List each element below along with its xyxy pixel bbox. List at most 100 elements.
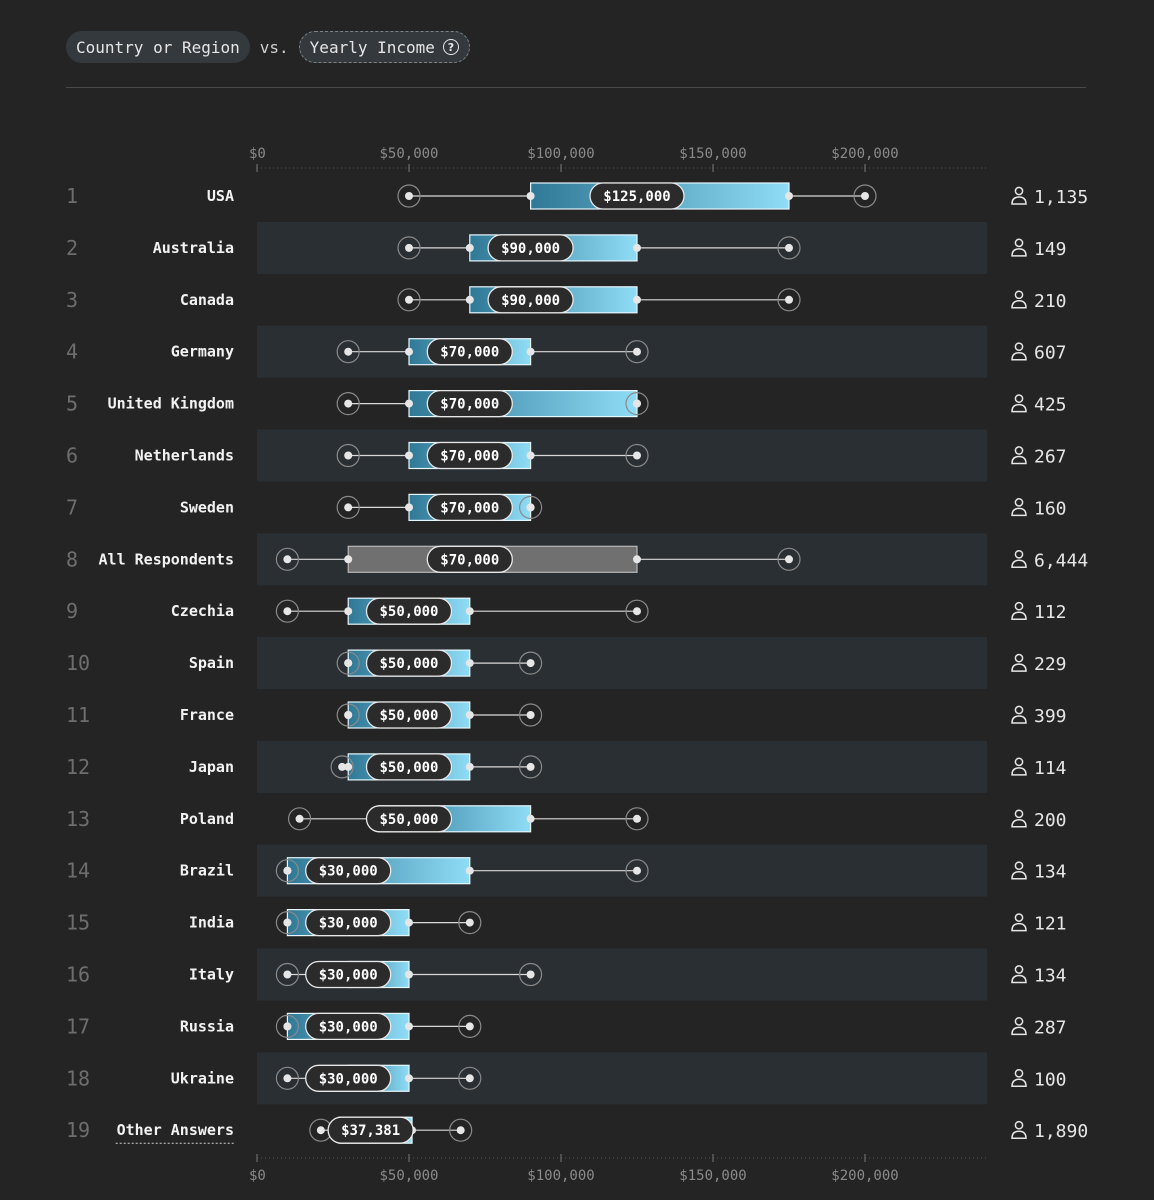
box-row: 5 United Kingdom $70,000 425 — [66, 389, 1067, 418]
max-marker — [633, 866, 641, 875]
median-label: $125,000 — [603, 189, 670, 205]
min-marker-ring — [275, 859, 299, 883]
max-marker — [526, 970, 535, 979]
row-name: Spain — [189, 654, 234, 672]
max-marker — [785, 555, 793, 564]
max-marker — [633, 814, 641, 823]
row-name: USA — [207, 187, 234, 205]
median-pill — [487, 234, 574, 262]
respondent-count: 134 — [1034, 966, 1067, 987]
metric-selector[interactable]: Yearly Income ? — [298, 31, 470, 63]
max-marker-ring — [777, 547, 801, 571]
max-marker — [465, 1074, 474, 1083]
max-marker-ring — [458, 1014, 482, 1039]
median-pill — [426, 441, 513, 470]
min-marker — [283, 970, 292, 979]
row-rank: 8 — [66, 547, 78, 571]
max-marker — [526, 659, 535, 668]
min-marker-ring — [397, 236, 421, 260]
row-name: Germany — [171, 343, 234, 361]
x-tick-label: $0 — [249, 1168, 266, 1184]
min-marker-ring — [275, 910, 299, 935]
respondent-count: 121 — [1034, 914, 1067, 935]
max-marker — [526, 503, 535, 512]
median-label: $70,000 — [440, 449, 499, 465]
person-icon — [1011, 1068, 1027, 1088]
q3-marker — [465, 866, 474, 875]
median-label: $50,000 — [379, 656, 438, 672]
box-row: 14 Brazil $30,000 134 — [66, 857, 1067, 885]
box-row: 4 Germany $70,000 607 — [66, 338, 1067, 366]
x-tick-label: $200,000 — [831, 146, 898, 162]
q1-marker — [405, 503, 413, 512]
min-marker — [283, 607, 292, 616]
q1-marker — [465, 295, 474, 304]
x-tick-label: $150,000 — [679, 146, 746, 162]
person-icon — [1011, 290, 1027, 309]
max-marker — [861, 192, 869, 200]
person-icon — [1011, 965, 1027, 984]
row-name: Poland — [180, 810, 234, 828]
median-pill — [426, 545, 513, 573]
min-marker-ring — [397, 184, 421, 208]
help-icon[interactable]: ? — [442, 39, 459, 55]
group-by-selector[interactable]: Country or Region — [66, 31, 250, 63]
box-row: 1 USA $125,000 1,135 — [66, 182, 1088, 210]
median-pill — [327, 1116, 414, 1144]
min-marker-ring — [275, 599, 299, 623]
person-icon — [1011, 186, 1027, 205]
x-tick-label: $150,000 — [679, 1168, 746, 1184]
min-marker — [344, 503, 353, 512]
row-rank: 17 — [66, 1014, 90, 1038]
median-pill — [589, 182, 685, 210]
respondent-count: 149 — [1034, 239, 1067, 260]
min-marker-ring — [287, 807, 312, 831]
min-marker — [338, 762, 347, 771]
median-pill — [365, 597, 453, 625]
min-marker — [283, 1074, 292, 1083]
person-icon — [1011, 913, 1027, 932]
box-row: 2 Australia $90,000 149 — [66, 234, 1067, 262]
max-marker-ring — [625, 340, 649, 364]
person-icon — [1011, 1120, 1027, 1139]
box-row: 3 Canada $90,000 210 — [66, 286, 1067, 314]
box-row: 10 Spain $50,000 229 — [66, 649, 1067, 677]
max-marker — [785, 243, 793, 252]
x-tick-label: $50,000 — [379, 1168, 438, 1184]
q3-marker — [405, 1022, 413, 1031]
max-marker-ring — [458, 1066, 482, 1090]
person-icon — [1011, 861, 1027, 880]
row-name: Ukraine — [171, 1069, 234, 1087]
row-rank: 2 — [66, 236, 78, 260]
row-name[interactable]: Other Answers — [117, 1121, 234, 1139]
max-marker — [526, 711, 535, 719]
q1-marker — [465, 243, 474, 252]
median-label: $30,000 — [319, 916, 378, 932]
respondent-count: 425 — [1034, 395, 1067, 416]
person-icon — [1011, 809, 1027, 828]
q3-marker — [526, 451, 535, 460]
min-marker-ring — [275, 1014, 299, 1039]
row-rank: 10 — [66, 651, 90, 675]
max-marker-ring — [449, 1118, 473, 1142]
median-pill — [365, 649, 453, 677]
person-icon — [1011, 601, 1027, 620]
respondent-count: 267 — [1034, 447, 1067, 468]
q3-marker — [465, 607, 474, 616]
min-marker — [405, 295, 413, 304]
median-label: $70,000 — [440, 500, 499, 516]
row-name: United Kingdom — [108, 395, 234, 413]
max-marker-ring — [777, 236, 801, 260]
row-name: Japan — [189, 758, 234, 776]
row-name: France — [180, 706, 234, 724]
max-marker — [633, 451, 641, 460]
median-label: $50,000 — [379, 812, 438, 828]
person-icon — [1011, 446, 1027, 465]
row-rank: 13 — [66, 807, 90, 831]
box-row: 12 Japan $50,000 114 — [66, 753, 1067, 781]
respondent-count: 114 — [1034, 758, 1067, 779]
person-icon — [1011, 653, 1027, 672]
min-marker-ring — [275, 1066, 299, 1090]
row-rank: 12 — [66, 755, 90, 779]
max-marker — [465, 918, 474, 927]
